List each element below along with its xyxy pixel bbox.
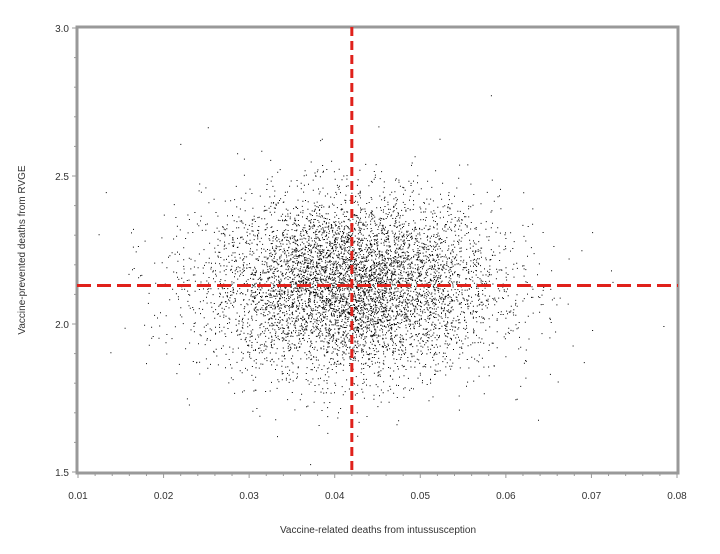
y-tick-label: 2.5	[55, 172, 69, 183]
x-tick-label: 0.02	[154, 491, 174, 502]
plot-frame	[75, 25, 680, 475]
y-tick-label: 1.5	[55, 468, 69, 479]
x-tick-label: 0.04	[325, 491, 345, 502]
x-axis-title: Vaccine-related deaths from intussuscept…	[280, 525, 476, 536]
y-axis-ticks: 1.5 2.0 2.5 3.0	[55, 24, 77, 479]
x-axis-ticks: 0.01 0.02 0.03 0.04 0.05 0.06 0.07 0.08	[68, 473, 687, 502]
reference-lines	[77, 27, 678, 473]
x-tick-label: 0.03	[239, 491, 259, 502]
x-tick-label: 0.01	[68, 491, 88, 502]
y-tick-label: 3.0	[55, 24, 69, 35]
x-tick-label: 0.05	[411, 491, 431, 502]
x-tick-label: 0.06	[496, 491, 516, 502]
y-axis-title: Vaccine-prevented deaths from RVGE	[17, 165, 28, 334]
x-tick-label: 0.07	[582, 491, 602, 502]
x-tick-label: 0.08	[667, 491, 687, 502]
y-tick-label: 2.0	[55, 320, 69, 331]
scatter-points	[98, 95, 665, 466]
point-cloud	[98, 95, 665, 466]
